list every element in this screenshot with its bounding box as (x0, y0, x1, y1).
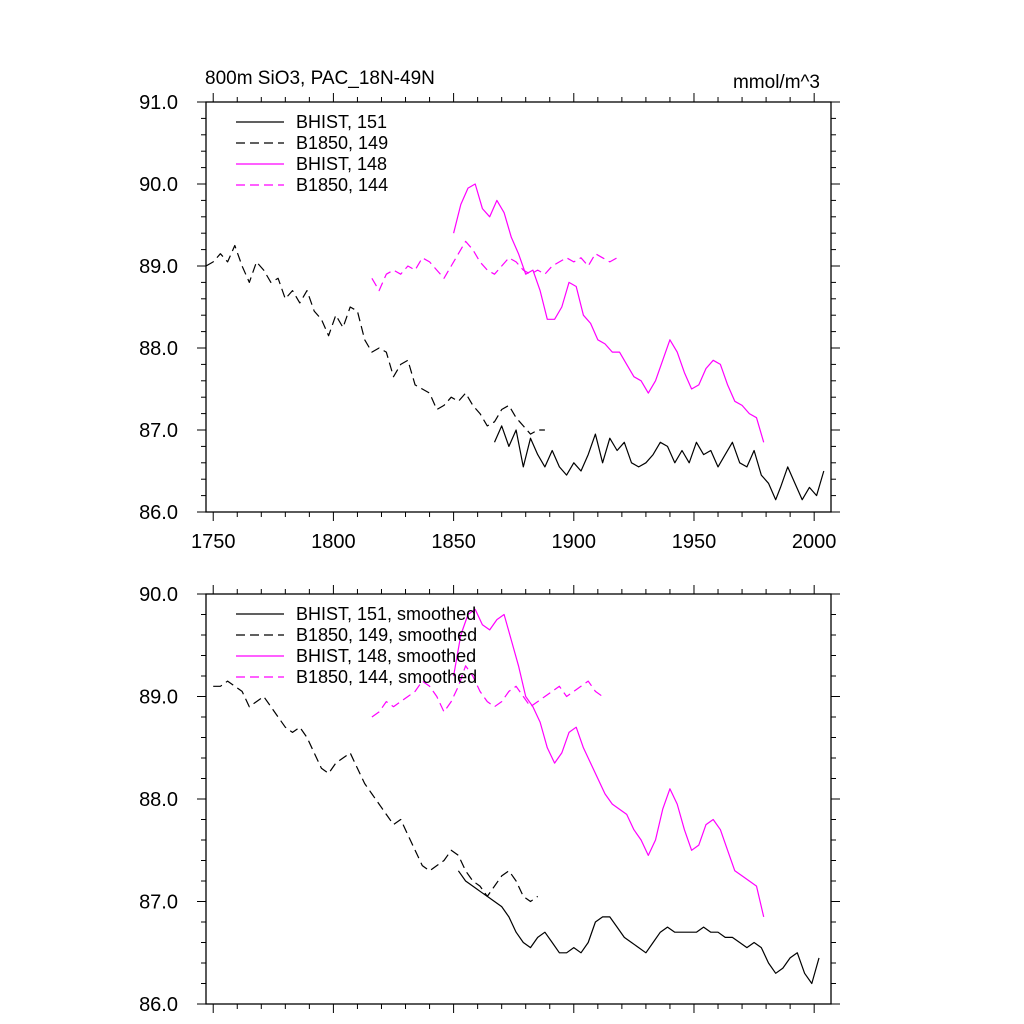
series-line-2 (213, 680, 539, 903)
plot-frame (205, 101, 832, 513)
x-tick-label: 1750 (191, 531, 236, 553)
series-line-1 (493, 425, 825, 501)
legend-label-4: B1850, 144, smoothed (296, 667, 477, 687)
series-line-4 (371, 665, 603, 718)
series-layer (213, 608, 820, 985)
x-tick-label: 1800 (311, 531, 356, 553)
x-tick-label: 1950 (672, 531, 717, 553)
series-line-2 (205, 244, 545, 435)
legend-label-2: B1850, 149 (296, 133, 388, 153)
axis-ticks: 1750 1800 1850 1900 1950 2000 86.0 87.0 88.0 89.0… (139, 92, 840, 553)
y-tick-label: 89.0 (139, 256, 178, 278)
y-tick-label: 90.0 (139, 584, 178, 606)
y-tick-label: 89.0 (139, 687, 178, 709)
series-line-4 (371, 240, 618, 292)
y-tick-label: 88.0 (139, 789, 178, 811)
y-tick-label: 90.0 (139, 174, 178, 196)
legend-label-2: B1850, 149, smoothed (296, 625, 477, 645)
y-tick-label: 86.0 (139, 994, 178, 1016)
legend-label-4: B1850, 144 (296, 175, 388, 195)
x-tick-label: 2000 (792, 531, 837, 553)
y-tick-label: 87.0 (139, 892, 178, 914)
series-line-1 (457, 870, 820, 985)
y-tick-label: 91.0 (139, 92, 178, 114)
x-tick-label: 1850 (431, 531, 476, 553)
axis-ticks: 86.0 87.0 88.0 89.0 90.0 (139, 584, 840, 1016)
bottom-panel: 86.0 87.0 88.0 89.0 90.0 BHIST, 151, smoothe… (139, 584, 840, 1016)
y-tick-label: 88.0 (139, 338, 178, 360)
series-layer (205, 183, 825, 501)
legend-label-3: BHIST, 148 (296, 154, 387, 174)
units-label: mmol/m^3 (733, 72, 820, 93)
legend-label-1: BHIST, 151 (296, 112, 387, 132)
series-line-3 (453, 608, 765, 918)
legend-label-1: BHIST, 151, smoothed (296, 604, 476, 624)
top-panel: 800m SiO3, PAC_18N-49N mmol/m^3 1750 1800… (139, 68, 840, 553)
series-line-3 (453, 183, 765, 443)
chart-title: 800m SiO3, PAC_18N-49N (205, 68, 435, 89)
legend-label-3: BHIST, 148, smoothed (296, 646, 476, 666)
y-tick-label: 87.0 (139, 420, 178, 442)
y-tick-label: 86.0 (139, 502, 178, 524)
x-tick-label: 1900 (552, 531, 597, 553)
